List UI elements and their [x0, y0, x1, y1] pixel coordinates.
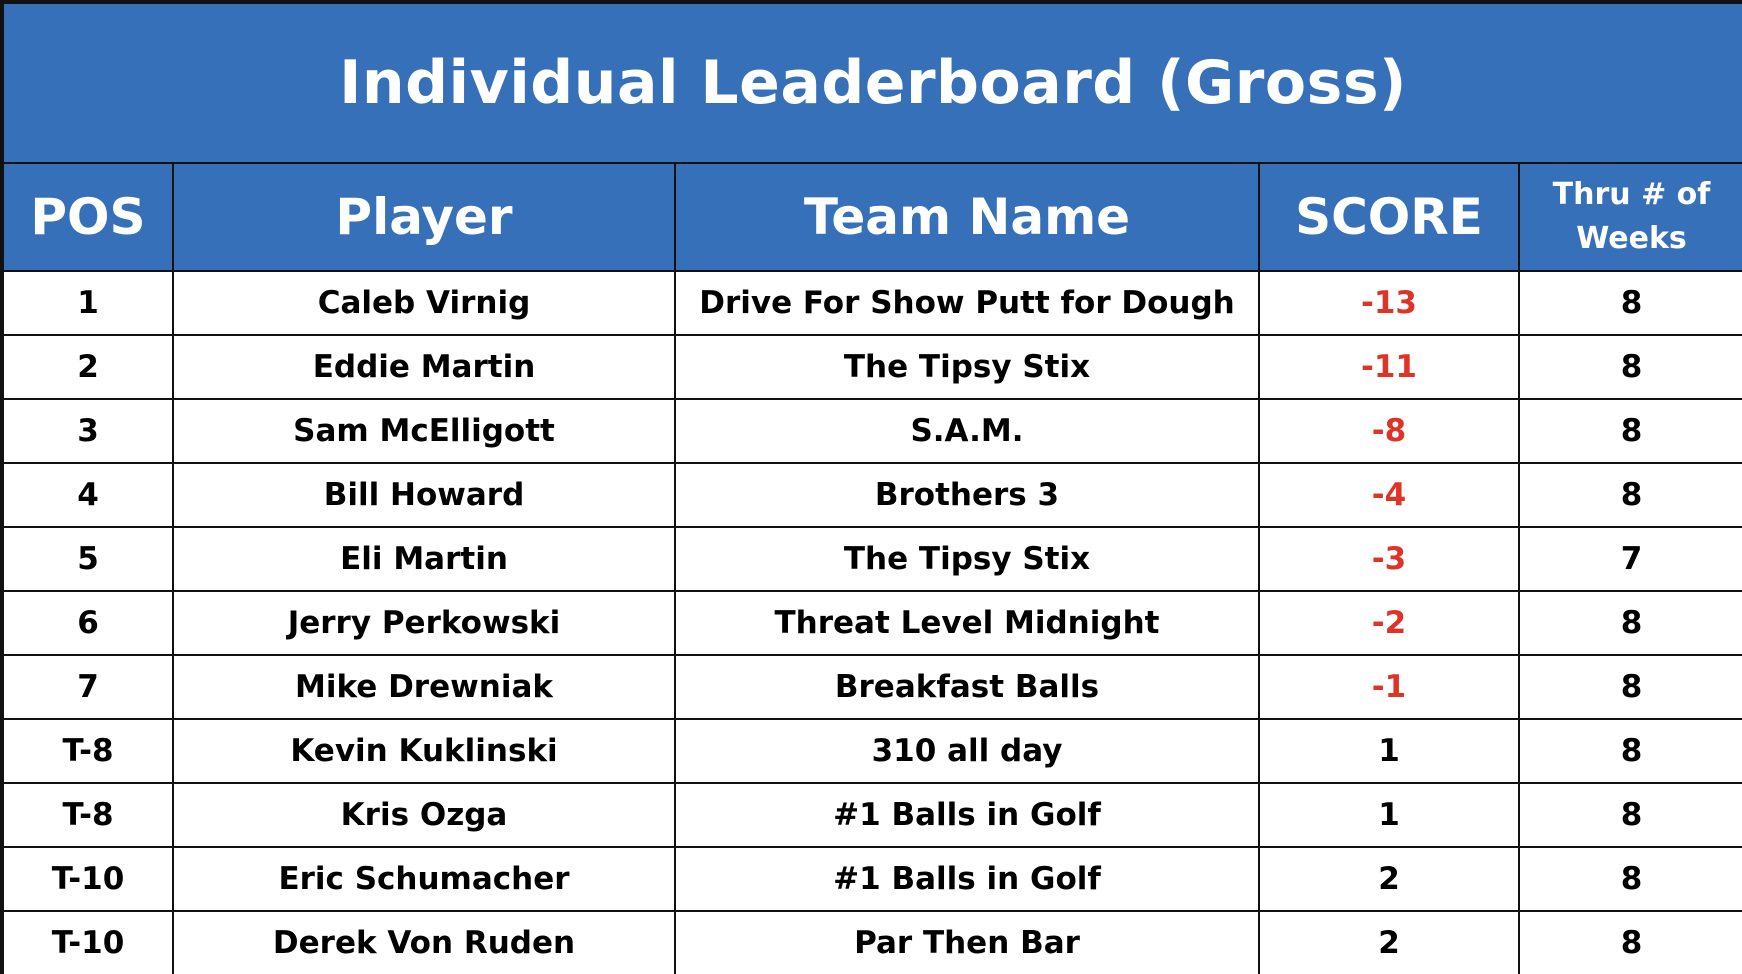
cell-score: -8 [1258, 399, 1520, 464]
cell-thru-weeks: 8 [1517, 783, 1742, 848]
cell-score: -4 [1258, 463, 1520, 528]
cell-team-name: S.A.M. [674, 399, 1260, 464]
cell-thru-weeks: 8 [1517, 591, 1742, 656]
cell-pos: 4 [0, 463, 174, 528]
table-row[interactable]: 3 Sam McElligott S.A.M. -8 8 [0, 399, 1742, 464]
cell-score: -11 [1258, 335, 1520, 400]
header-player[interactable]: Player [172, 162, 676, 272]
cell-score: -3 [1258, 527, 1520, 592]
cell-score: -2 [1258, 591, 1520, 656]
cell-player: Eddie Martin [172, 335, 676, 400]
cell-pos: T-8 [0, 783, 174, 848]
cell-pos: 1 [0, 271, 174, 336]
table-row[interactable]: T-8 Kris Ozga #1 Balls in Golf 1 8 [0, 783, 1742, 848]
cell-thru-weeks: 8 [1517, 463, 1742, 528]
cell-team-name: Threat Level Midnight [674, 591, 1260, 656]
cell-pos: 3 [0, 399, 174, 464]
cell-player: Caleb Virnig [172, 271, 676, 336]
cell-thru-weeks: 8 [1517, 271, 1742, 336]
cell-score: 1 [1258, 719, 1520, 784]
cell-thru-weeks: 8 [1517, 335, 1742, 400]
cell-player: Kevin Kuklinski [172, 719, 676, 784]
header-row: POS Player Team Name SCORE Thru # of Wee… [0, 162, 1742, 272]
table-row[interactable]: T-10 Eric Schumacher #1 Balls in Golf 2 8 [0, 847, 1742, 912]
cell-team-name: Par Then Bar [674, 911, 1260, 974]
cell-player: Mike Drewniak [172, 655, 676, 720]
header-score[interactable]: SCORE [1258, 162, 1520, 272]
header-team-name[interactable]: Team Name [674, 162, 1260, 272]
cell-score: 1 [1258, 783, 1520, 848]
cell-score: 2 [1258, 911, 1520, 974]
cell-pos: T-10 [0, 911, 174, 974]
cell-player: Eli Martin [172, 527, 676, 592]
cell-pos: 6 [0, 591, 174, 656]
table-row[interactable]: 7 Mike Drewniak Breakfast Balls -1 8 [0, 655, 1742, 720]
cell-team-name: Brothers 3 [674, 463, 1260, 528]
cell-thru-weeks: 8 [1517, 719, 1742, 784]
cell-score: -13 [1258, 271, 1520, 336]
cell-pos: 2 [0, 335, 174, 400]
cell-thru-weeks: 7 [1517, 527, 1742, 592]
leaderboard-title: Individual Leaderboard (Gross) [0, 0, 1742, 164]
cell-score: -1 [1258, 655, 1520, 720]
cell-team-name: #1 Balls in Golf [674, 847, 1260, 912]
cell-team-name: Breakfast Balls [674, 655, 1260, 720]
cell-thru-weeks: 8 [1517, 399, 1742, 464]
cell-player: Eric Schumacher [172, 847, 676, 912]
cell-player: Kris Ozga [172, 783, 676, 848]
table-row[interactable]: 6 Jerry Perkowski Threat Level Midnight -2 8 [0, 591, 1742, 656]
header-thru-weeks[interactable]: Thru # of Weeks [1517, 162, 1742, 272]
cell-pos: T-10 [0, 847, 174, 912]
table-row[interactable]: T-8 Kevin Kuklinski 310 all day 1 8 [0, 719, 1742, 784]
cell-score: 2 [1258, 847, 1520, 912]
table-row[interactable]: T-10 Derek Von Ruden Par Then Bar 2 8 [0, 911, 1742, 974]
cell-pos: T-8 [0, 719, 174, 784]
cell-player: Bill Howard [172, 463, 676, 528]
header-thru-line1: Thru # of [1552, 177, 1711, 212]
cell-pos: 7 [0, 655, 174, 720]
cell-team-name: Drive For Show Putt for Dough [674, 271, 1260, 336]
cell-player: Jerry Perkowski [172, 591, 676, 656]
cell-thru-weeks: 8 [1517, 847, 1742, 912]
cell-team-name: #1 Balls in Golf [674, 783, 1260, 848]
title-row: Individual Leaderboard (Gross) [0, 0, 1742, 164]
header-thru-line2: Weeks [1576, 221, 1687, 256]
cell-team-name: The Tipsy Stix [674, 527, 1260, 592]
cell-team-name: The Tipsy Stix [674, 335, 1260, 400]
cell-pos: 5 [0, 527, 174, 592]
table-row[interactable]: 1 Caleb Virnig Drive For Show Putt for Dou… [0, 271, 1742, 336]
cell-player: Derek Von Ruden [172, 911, 676, 974]
cell-thru-weeks: 8 [1517, 911, 1742, 974]
cell-team-name: 310 all day [674, 719, 1260, 784]
cell-player: Sam McElligott [172, 399, 676, 464]
table-row[interactable]: 5 Eli Martin The Tipsy Stix -3 7 [0, 527, 1742, 592]
header-pos[interactable]: POS [0, 162, 174, 272]
table-row[interactable]: 4 Bill Howard Brothers 3 -4 8 [0, 463, 1742, 528]
cell-thru-weeks: 8 [1517, 655, 1742, 720]
leaderboard-body: 1 Caleb Virnig Drive For Show Putt for Dou… [0, 271, 1742, 974]
table-row[interactable]: 2 Eddie Martin The Tipsy Stix -11 8 [0, 335, 1742, 400]
